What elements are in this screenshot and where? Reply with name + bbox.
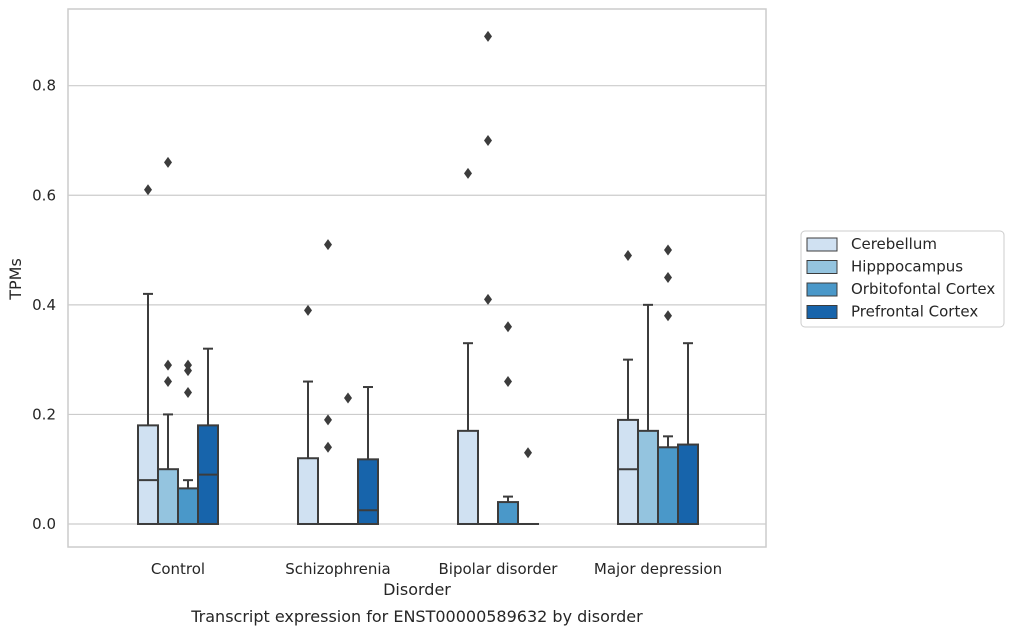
legend-swatch: [807, 283, 837, 296]
legend-label: Hipppocampus: [851, 258, 963, 276]
figure-caption: Transcript expression for ENST0000058963…: [190, 607, 643, 626]
box: [298, 458, 318, 524]
legend: Cerebellum Hipppocampus Orbitofontal Corte…: [801, 231, 1004, 327]
x-tick-label: Major depression: [594, 560, 722, 578]
y-tick-labels: 0.0 0.2 0.4 0.6 0.8: [32, 77, 56, 533]
y-tick-label: 0.2: [32, 405, 56, 423]
legend-label: Orbitofontal Cortex: [851, 280, 995, 298]
x-tick-label: Control: [151, 560, 205, 578]
x-tick-labels: Control Schizophrenia Bipolar disorder Majo…: [151, 560, 722, 578]
y-tick-label: 0.6: [32, 186, 56, 204]
box: [678, 445, 698, 524]
y-axis-label: TPMs: [6, 258, 25, 301]
box: [158, 469, 178, 524]
y-tick-label: 0.8: [32, 77, 56, 95]
legend-label: Cerebellum: [851, 235, 937, 253]
box: [178, 488, 198, 524]
legend-swatch: [807, 238, 837, 251]
x-tick-label: Schizophrenia: [285, 560, 390, 578]
y-tick-label: 0.0: [32, 515, 56, 533]
box: [638, 431, 658, 524]
box: [618, 420, 638, 524]
box: [458, 431, 478, 524]
box: [358, 459, 378, 524]
x-axis-label: Disorder: [383, 580, 451, 599]
legend-swatch: [807, 261, 837, 274]
y-tick-label: 0.4: [32, 296, 56, 314]
legend-swatch: [807, 306, 837, 319]
box: [498, 502, 518, 524]
x-tick-label: Bipolar disorder: [439, 560, 559, 578]
box: [138, 425, 158, 524]
box: [658, 447, 678, 524]
legend-label: Prefrontal Cortex: [851, 303, 978, 321]
